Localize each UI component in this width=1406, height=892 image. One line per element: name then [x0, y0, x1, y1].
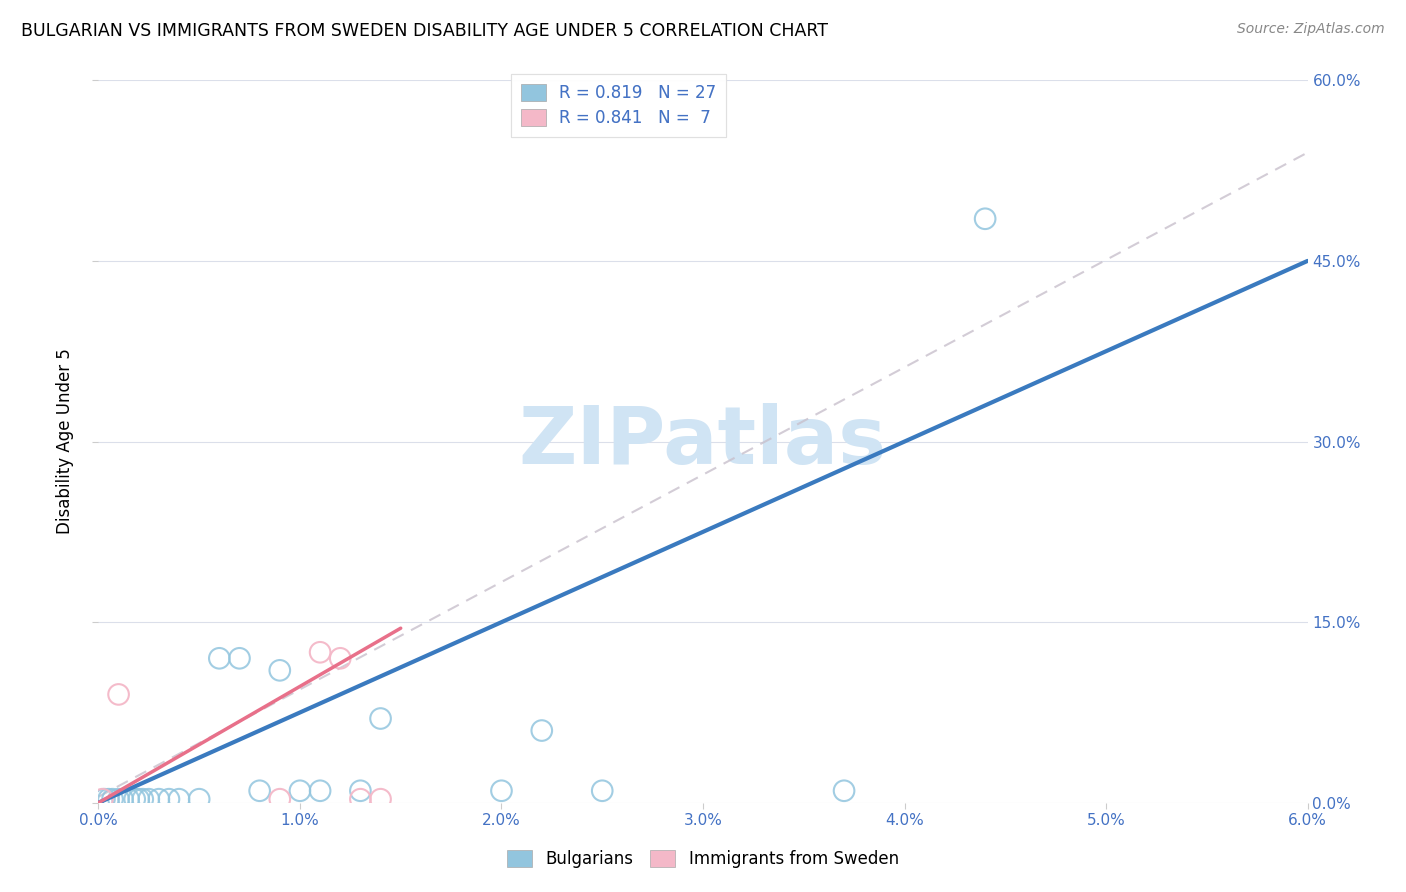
Point: [132, 792, 155, 806]
Point: [249, 784, 271, 798]
Point: [269, 792, 291, 806]
Text: Source: ZipAtlas.com: Source: ZipAtlas.com: [1237, 22, 1385, 37]
Point: [208, 651, 231, 665]
Point: [167, 792, 190, 806]
Point: [111, 792, 134, 806]
Legend: R = 0.819   N = 27, R = 0.841   N =  7: R = 0.819 N = 27, R = 0.841 N = 7: [510, 74, 725, 137]
Point: [107, 792, 129, 806]
Point: [974, 211, 997, 226]
Point: [93, 792, 115, 806]
Point: [591, 784, 613, 798]
Point: [148, 792, 170, 806]
Point: [188, 792, 211, 806]
Point: [128, 792, 150, 806]
Point: [349, 792, 371, 806]
Point: [349, 784, 371, 798]
Legend: Bulgarians, Immigrants from Sweden: Bulgarians, Immigrants from Sweden: [501, 843, 905, 875]
Point: [157, 792, 180, 806]
Point: [491, 784, 513, 798]
Point: [118, 792, 141, 806]
Point: [124, 792, 146, 806]
Point: [329, 651, 352, 665]
Point: [91, 792, 114, 806]
Point: [288, 784, 311, 798]
Point: [309, 645, 332, 659]
Point: [309, 784, 332, 798]
Point: [832, 784, 855, 798]
Point: [101, 792, 124, 806]
Point: [228, 651, 250, 665]
Y-axis label: Disability Age Under 5: Disability Age Under 5: [56, 349, 75, 534]
Point: [97, 792, 120, 806]
Point: [269, 664, 291, 678]
Text: ZIPatlas: ZIPatlas: [519, 402, 887, 481]
Point: [370, 712, 392, 726]
Text: BULGARIAN VS IMMIGRANTS FROM SWEDEN DISABILITY AGE UNDER 5 CORRELATION CHART: BULGARIAN VS IMMIGRANTS FROM SWEDEN DISA…: [21, 22, 828, 40]
Point: [370, 792, 392, 806]
Point: [138, 792, 160, 806]
Point: [530, 723, 553, 738]
Point: [107, 687, 129, 701]
